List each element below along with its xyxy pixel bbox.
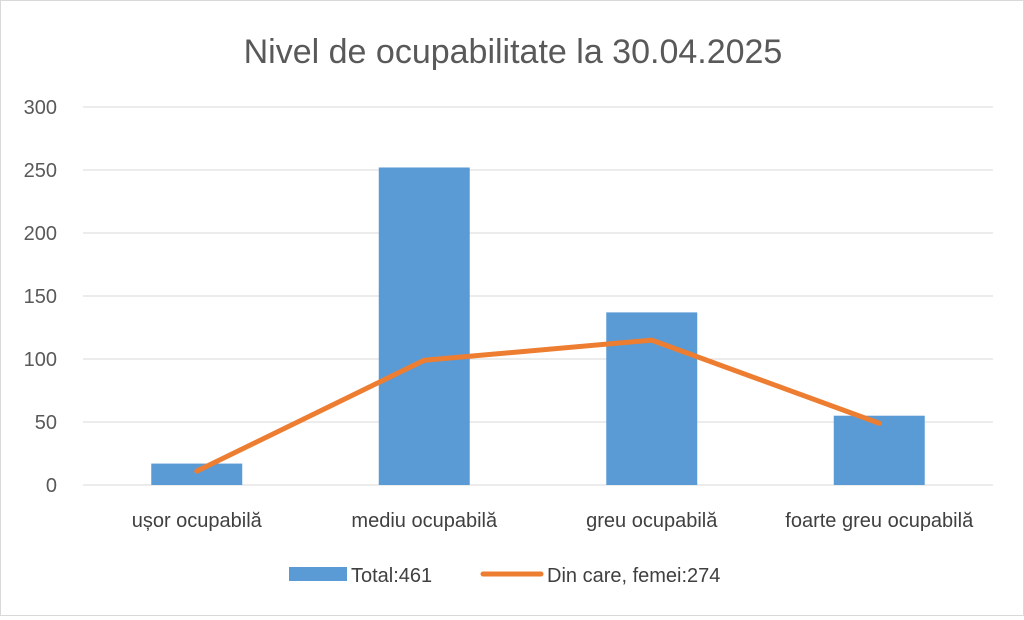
- x-category-label: foarte greu ocupabilă: [785, 510, 974, 532]
- legend: Total:461 Din care, femei:274: [289, 565, 720, 587]
- legend-label-total: Total:461: [351, 565, 432, 587]
- y-tick-label: 250: [24, 160, 57, 182]
- x-axis-categories: ușor ocupabilă mediu ocupabilă greu ocupab…: [132, 510, 974, 532]
- chart-title: Nivel de ocupabilitate la 30.04.2025: [244, 33, 783, 71]
- y-tick-label: 0: [46, 475, 57, 497]
- y-tick-label: 100: [24, 349, 57, 371]
- bar-total: [833, 415, 925, 485]
- y-tick-label: 50: [35, 412, 57, 434]
- bar-total: [378, 167, 470, 486]
- x-category-label: greu ocupabilă: [586, 510, 718, 532]
- x-category-label: ușor ocupabilă: [132, 510, 263, 532]
- y-tick-label: 300: [24, 97, 57, 119]
- line-series: [194, 337, 882, 474]
- y-tick-label: 150: [24, 286, 57, 308]
- gridlines: [83, 106, 993, 486]
- bar-total: [151, 463, 243, 485]
- y-axis-ticks: 0 50 100 150 200 250 300: [24, 97, 57, 497]
- legend-label-femei: Din care, femei:274: [547, 565, 720, 587]
- y-tick-label: 200: [24, 223, 57, 245]
- line-femei: [194, 337, 882, 474]
- x-category-label: mediu ocupabilă: [351, 510, 498, 532]
- legend-swatch-total: [289, 567, 347, 581]
